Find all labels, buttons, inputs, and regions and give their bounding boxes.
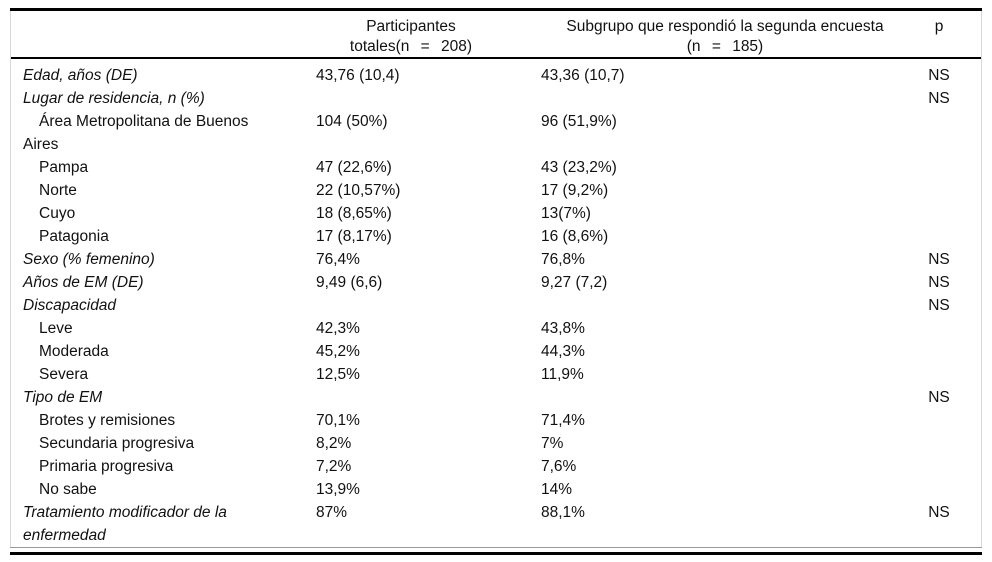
header-line: (n = 185) — [686, 38, 764, 55]
value-total: 70,1% — [316, 412, 360, 429]
value-total: 22 (10,57%) — [316, 182, 401, 199]
value-subgroup: 76,8% — [541, 251, 585, 268]
row-label: Norte — [39, 182, 77, 199]
p-value: NS — [928, 504, 950, 521]
table-header: Participantes totales(n = 208) Subgrupo … — [11, 11, 981, 57]
value-subgroup: 44,3% — [541, 343, 585, 360]
table-row: Cuyo 18 (8,65%) 13(7%) — [11, 202, 981, 225]
row-label: No sabe — [39, 481, 97, 498]
value-total: 18 (8,65%) — [316, 205, 392, 222]
value-total: 42,3% — [316, 320, 360, 337]
table-top-rule — [10, 8, 982, 11]
value-subgroup: 43 (23,2%) — [541, 159, 617, 176]
value-subgroup: 13(7%) — [541, 205, 591, 222]
table-row: Sexo (% femenino) 76,4% 76,8% NS — [11, 248, 981, 271]
header-separator-rule — [11, 57, 981, 59]
value-total: 45,2% — [316, 343, 360, 360]
p-value: NS — [928, 389, 950, 406]
table-body-frame: Participantes totales(n = 208) Subgrupo … — [10, 11, 982, 547]
table-row: Leve 42,3% 43,8% — [11, 317, 981, 340]
row-label: Sexo (% femenino) — [23, 251, 155, 268]
row-label: Tratamiento modificador de la enfermedad — [11, 501, 316, 547]
value-total: 43,76 (10,4) — [316, 67, 400, 84]
column-header-p: p — [911, 17, 967, 37]
value-total: 104 (50%) — [316, 113, 388, 130]
table-row: Lugar de residencia, n (%) NS — [11, 87, 981, 110]
row-label-line2: enfermedad — [23, 527, 106, 544]
table-row: Tratamiento modificador de la enfermedad… — [11, 501, 981, 547]
value-subgroup: 14% — [541, 481, 573, 498]
row-label-line1: Tratamiento modificador de la — [23, 504, 227, 521]
value-subgroup: 7,6% — [541, 458, 577, 475]
value-subgroup: 7% — [541, 435, 564, 452]
value-subgroup: 43,8% — [541, 320, 585, 337]
value-subgroup: 88,1% — [541, 504, 585, 521]
row-label: Secundaria progresiva — [39, 435, 195, 452]
row-label: Severa — [39, 366, 89, 383]
table-row: Tipo de EM NS — [11, 386, 981, 409]
row-label: Tipo de EM — [23, 389, 103, 406]
header-line: totales(n = 208) — [349, 38, 473, 55]
value-subgroup: 9,27 (7,2) — [541, 274, 608, 291]
row-label: Moderada — [39, 343, 109, 360]
row-label: Brotes y remisiones — [39, 412, 176, 429]
value-subgroup: 17 (9,2%) — [541, 182, 609, 199]
row-label: Pampa — [39, 159, 89, 176]
value-subgroup: 96 (51,9%) — [541, 113, 617, 130]
row-label: Lugar de residencia, n (%) — [23, 90, 205, 107]
table-row: Discapacidad NS — [11, 294, 981, 317]
column-header-subgrupo: Subgrupo que respondió la segunda encues… — [541, 17, 909, 57]
value-total: 76,4% — [316, 251, 360, 268]
table-row: Moderada 45,2% 44,3% — [11, 340, 981, 363]
table-inner-bottom-rule — [10, 547, 982, 548]
row-label: Cuyo — [39, 205, 76, 222]
participants-table: Participantes totales(n = 208) Subgrupo … — [10, 8, 982, 555]
header-line: Subgrupo que respondió la segunda encues… — [566, 18, 884, 35]
column-header-participantes-totales: Participantes totales(n = 208) — [301, 17, 521, 57]
p-value: NS — [928, 251, 950, 268]
table-bottom-rule — [10, 552, 982, 555]
value-subgroup: 71,4% — [541, 412, 585, 429]
row-label-line2: Aires — [23, 136, 59, 153]
value-total: 12,5% — [316, 366, 360, 383]
table-row: Pampa 47 (22,6%) 43 (23,2%) — [11, 156, 981, 179]
p-value: NS — [928, 67, 950, 84]
row-label-line1: Área Metropolitana de Buenos — [39, 113, 249, 130]
table-row: Patagonia 17 (8,17%) 16 (8,6%) — [11, 225, 981, 248]
value-total: 13,9% — [316, 481, 360, 498]
row-label: Leve — [39, 320, 73, 337]
p-value: NS — [928, 274, 950, 291]
table-row: Primaria progresiva 7,2% 7,6% — [11, 455, 981, 478]
value-total: 17 (8,17%) — [316, 228, 392, 245]
value-total: 9,49 (6,6) — [316, 274, 383, 291]
value-subgroup: 11,9% — [541, 366, 584, 383]
table-row: Norte 22 (10,57%) 17 (9,2%) — [11, 179, 981, 202]
value-subgroup: 16 (8,6%) — [541, 228, 609, 245]
header-line: p — [934, 18, 944, 35]
row-label: Discapacidad — [23, 297, 117, 314]
row-label: Patagonia — [39, 228, 109, 245]
table-row: Brotes y remisiones 70,1% 71,4% — [11, 409, 981, 432]
table-row: Años de EM (DE) 9,49 (6,6) 9,27 (7,2) NS — [11, 271, 981, 294]
header-line: Participantes — [366, 18, 456, 35]
row-label: Área Metropolitana de Buenos Aires — [11, 110, 316, 156]
table-row: Edad, años (DE) 43,76 (10,4) 43,36 (10,7… — [11, 64, 981, 87]
table-row: Secundaria progresiva 8,2% 7% — [11, 432, 981, 455]
row-label: Primaria progresiva — [39, 458, 174, 475]
table-rows: Edad, años (DE) 43,76 (10,4) 43,36 (10,7… — [11, 59, 981, 547]
row-label: Edad, años (DE) — [23, 67, 138, 84]
table-row: No sabe 13,9% 14% — [11, 478, 981, 501]
p-value: NS — [928, 297, 950, 314]
value-total: 7,2% — [316, 458, 352, 475]
row-label: Años de EM (DE) — [23, 274, 144, 291]
p-value: NS — [928, 90, 950, 107]
value-total: 87% — [316, 504, 348, 521]
table-row: Área Metropolitana de Buenos Aires 104 (… — [11, 110, 981, 156]
value-total: 8,2% — [316, 435, 352, 452]
value-subgroup: 43,36 (10,7) — [541, 67, 625, 84]
table-row: Severa 12,5% 11,9% — [11, 363, 981, 386]
value-total: 47 (22,6%) — [316, 159, 392, 176]
